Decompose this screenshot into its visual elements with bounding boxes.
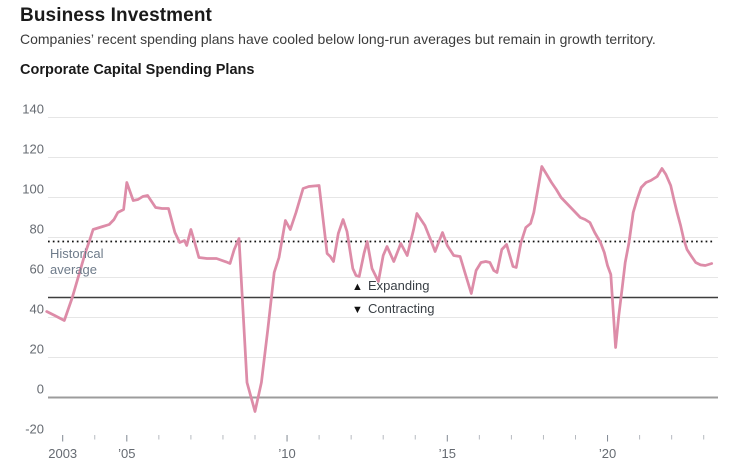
y-axis-tick-label: 40 [30,302,44,317]
y-axis-tick-label: 100 [22,182,44,197]
historical-average-label-line1: Historical [50,246,104,261]
y-axis-tick-label: 20 [30,342,44,357]
up-triangle-icon: ▲ [352,281,363,293]
x-axis-tick-label: ’10 [278,446,295,461]
spending-line [45,165,714,413]
down-triangle-icon: ▼ [352,304,363,316]
contracting-label: Contracting [368,301,434,316]
chart-annotations: Historical average ▲ Expanding ▼ Contrac… [50,246,434,316]
x-axis-tick-label: ’05 [118,446,135,461]
y-axis-labels: 140 120 100 80 60 40 20 0 -20 [22,102,44,437]
y-axis-tick-label: -20 [25,422,44,437]
y-axis-tick-label: 120 [22,142,44,157]
y-axis-tick-label: 60 [30,262,44,277]
historical-average-label-line2: average [50,262,97,277]
y-axis-tick-label: 140 [22,102,44,117]
expanding-label: Expanding [368,278,429,293]
y-axis-tick-label: 0 [37,382,44,397]
x-ticks [62,435,705,442]
page-subtitle: Companies’ recent spending plans have co… [20,31,656,47]
chart-title: Corporate Capital Spending Plans [20,62,255,78]
x-axis-tick-label: ’20 [599,446,616,461]
x-axis-labels: 2003 ’05 ’10 ’15 ’20 [48,446,616,461]
x-axis-tick-label: 2003 [48,446,77,461]
x-axis-tick-label: ’15 [439,446,456,461]
y-axis-tick-label: 80 [30,222,44,237]
reference-lines [48,240,718,299]
y-gridlines [48,117,718,399]
page-title: Business Investment [20,5,212,26]
